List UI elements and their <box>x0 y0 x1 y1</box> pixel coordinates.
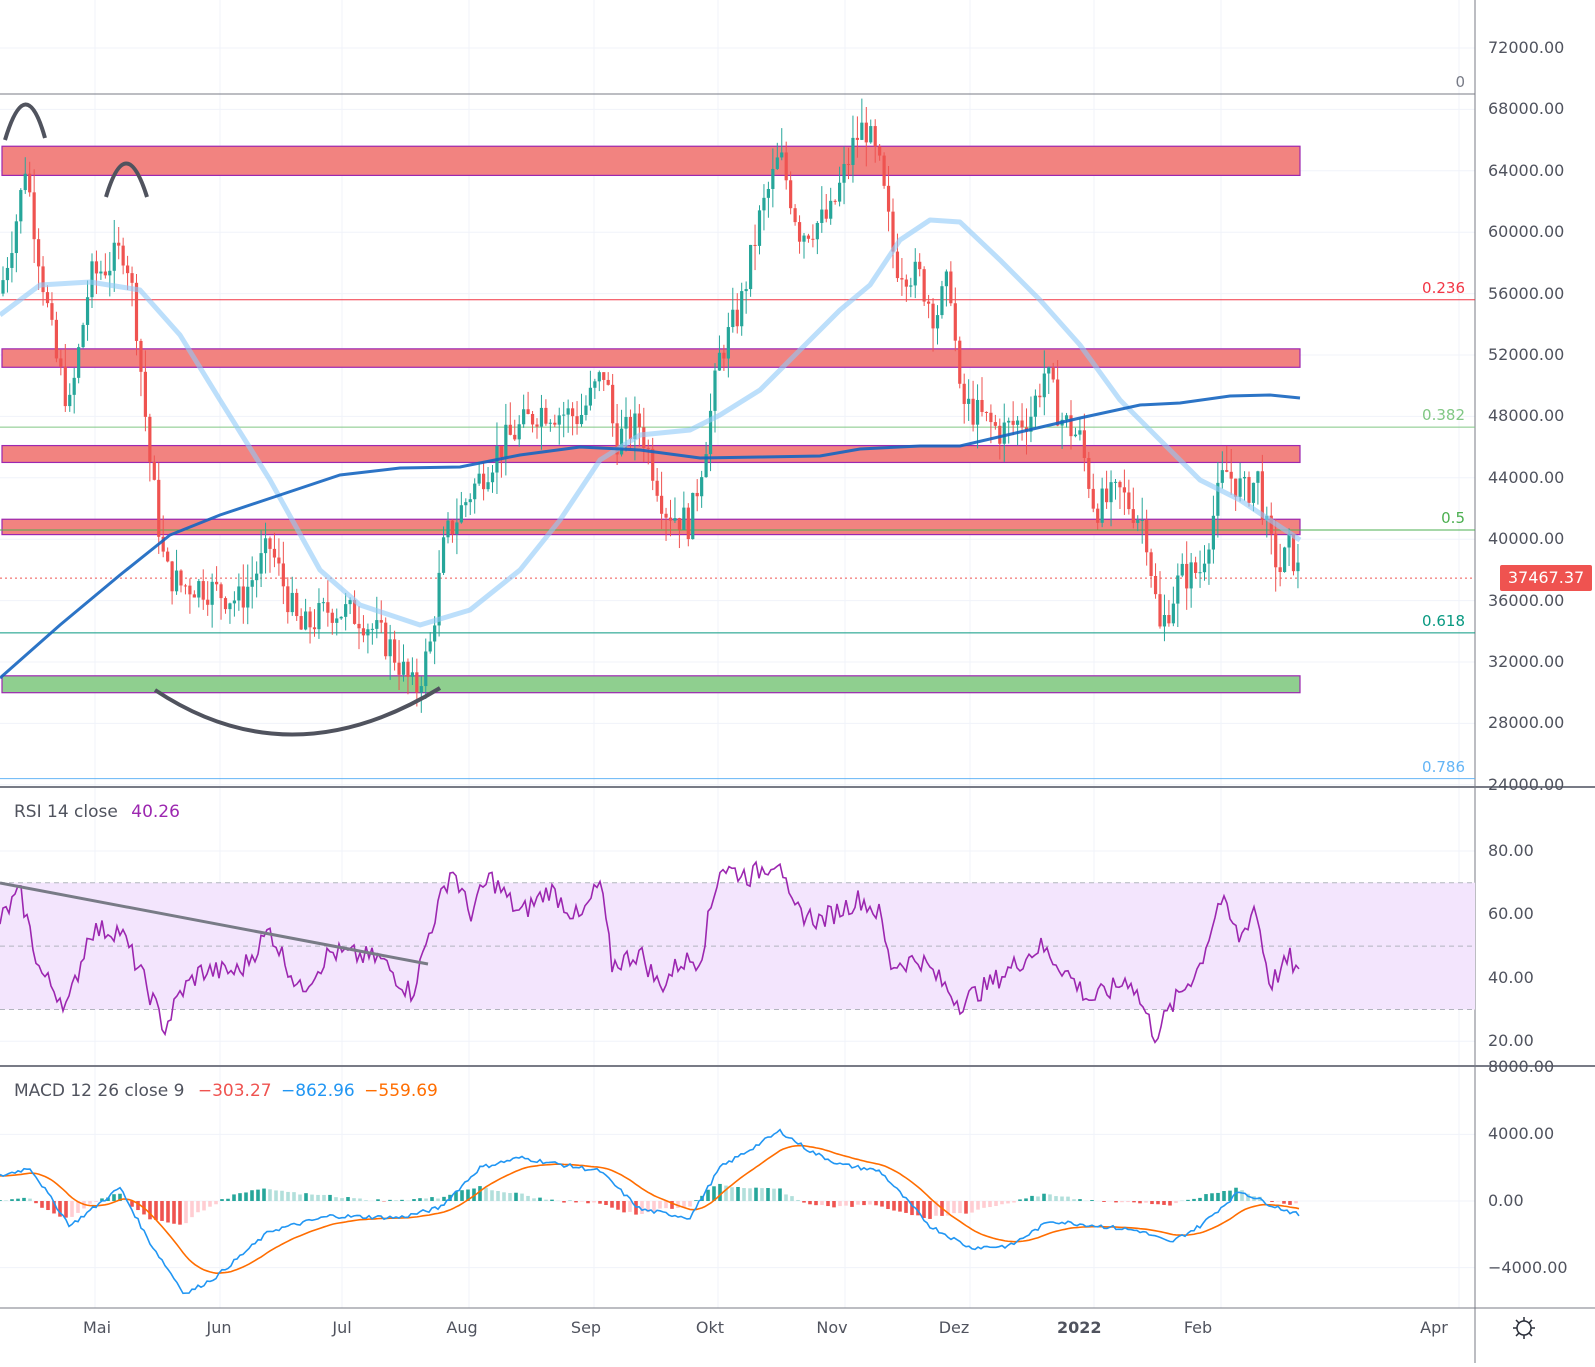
axis-tick-label: 0.00 <box>1488 1191 1524 1210</box>
fib-level-label: 0.618 <box>1405 612 1465 630</box>
fib-level-label: 0.5 <box>1405 509 1465 527</box>
last-price-tag: 37467.37 <box>1500 565 1592 591</box>
fib-level-label: 0.786 <box>1405 758 1465 776</box>
settings-button[interactable] <box>1510 1314 1538 1342</box>
time-axis-label: Nov <box>812 1318 852 1337</box>
axis-tick-label: −4000.00 <box>1488 1258 1568 1277</box>
axis-tick-label: 32000.00 <box>1488 652 1564 671</box>
macd-line-value: −862.96 <box>281 1081 355 1101</box>
axis-tick-label: 60.00 <box>1488 904 1534 923</box>
rsi-legend-value: 40.26 <box>131 802 180 822</box>
time-axis-label: Dez <box>934 1318 974 1337</box>
fib-level-label: 0 <box>1405 73 1465 91</box>
macd-histogram-value: −303.27 <box>198 1081 272 1101</box>
axis-tick-label: 44000.00 <box>1488 468 1564 487</box>
time-axis-label: Apr <box>1414 1318 1454 1337</box>
axis-tick-label: 52000.00 <box>1488 345 1564 364</box>
axis-tick-label: 72000.00 <box>1488 38 1564 57</box>
fib-level-label: 0.236 <box>1405 279 1465 297</box>
gear-icon <box>1510 1314 1538 1342</box>
axis-tick-label: 36000.00 <box>1488 591 1564 610</box>
macd-signal-value: −559.69 <box>364 1081 438 1101</box>
macd-legend: MACD 12 26 close 9 −303.27 −862.96 −559.… <box>14 1081 446 1101</box>
axis-tick-label: 56000.00 <box>1488 284 1564 303</box>
axis-tick-label: 28000.00 <box>1488 713 1564 732</box>
axis-tick-label: 40000.00 <box>1488 529 1564 548</box>
axis-tick-label: 24000.00 <box>1488 775 1564 794</box>
axis-tick-label: 8000.00 <box>1488 1057 1554 1076</box>
time-axis-label: Jun <box>199 1318 239 1337</box>
time-axis-label: Okt <box>690 1318 730 1337</box>
axis-tick-label: 40.00 <box>1488 968 1534 987</box>
time-axis-label: Sep <box>566 1318 606 1337</box>
axis-tick-label: 20.00 <box>1488 1031 1534 1050</box>
time-axis-label: Jul <box>322 1318 362 1337</box>
rsi-legend-label: RSI 14 close <box>14 802 118 822</box>
axis-tick-label: 60000.00 <box>1488 222 1564 241</box>
axis-tick-label: 48000.00 <box>1488 406 1564 425</box>
axis-tick-label: 64000.00 <box>1488 161 1564 180</box>
time-axis-label: Aug <box>442 1318 482 1337</box>
axis-tick-label: 4000.00 <box>1488 1124 1554 1143</box>
rsi-legend: RSI 14 close 40.26 <box>14 802 188 822</box>
time-axis-label: Feb <box>1178 1318 1218 1337</box>
time-axis-label: Mai <box>77 1318 117 1337</box>
time-axis-label: 2022 <box>1057 1318 1097 1337</box>
axis-tick-label: 80.00 <box>1488 841 1534 860</box>
axis-tick-label: 68000.00 <box>1488 99 1564 118</box>
fib-level-label: 0.382 <box>1405 406 1465 424</box>
macd-legend-label: MACD 12 26 close 9 <box>14 1081 184 1101</box>
